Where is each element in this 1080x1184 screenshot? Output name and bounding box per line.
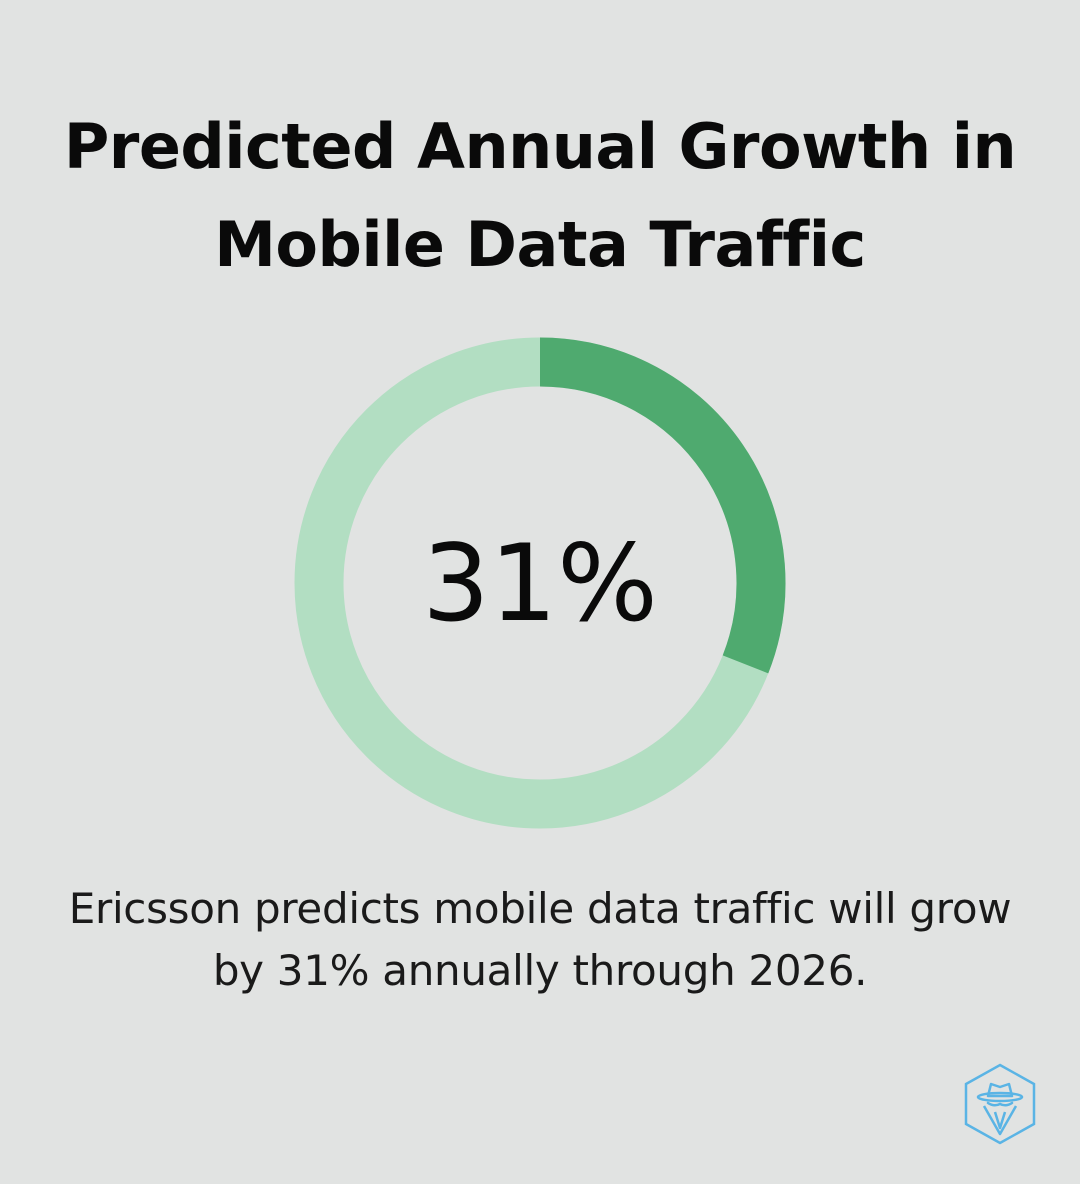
donut-value-arc — [539, 337, 786, 674]
donut-chart: 31% — [294, 337, 786, 829]
chart-title-line-2: Mobile Data Traffic — [214, 208, 866, 281]
chart-caption-line-2: by 31% annually through 2026. — [212, 946, 868, 995]
donut-center-value: 31% — [422, 522, 658, 645]
chart-title: Predicted Annual Growth in Mobile Data T… — [0, 98, 1080, 294]
chart-caption-line-1: Ericsson predicts mobile data traffic wi… — [68, 884, 1012, 933]
chart-caption: Ericsson predicts mobile data traffic wi… — [0, 878, 1080, 1002]
spy-hat-hexagon-icon — [964, 1063, 1036, 1145]
chart-title-line-1: Predicted Annual Growth in — [63, 110, 1017, 183]
